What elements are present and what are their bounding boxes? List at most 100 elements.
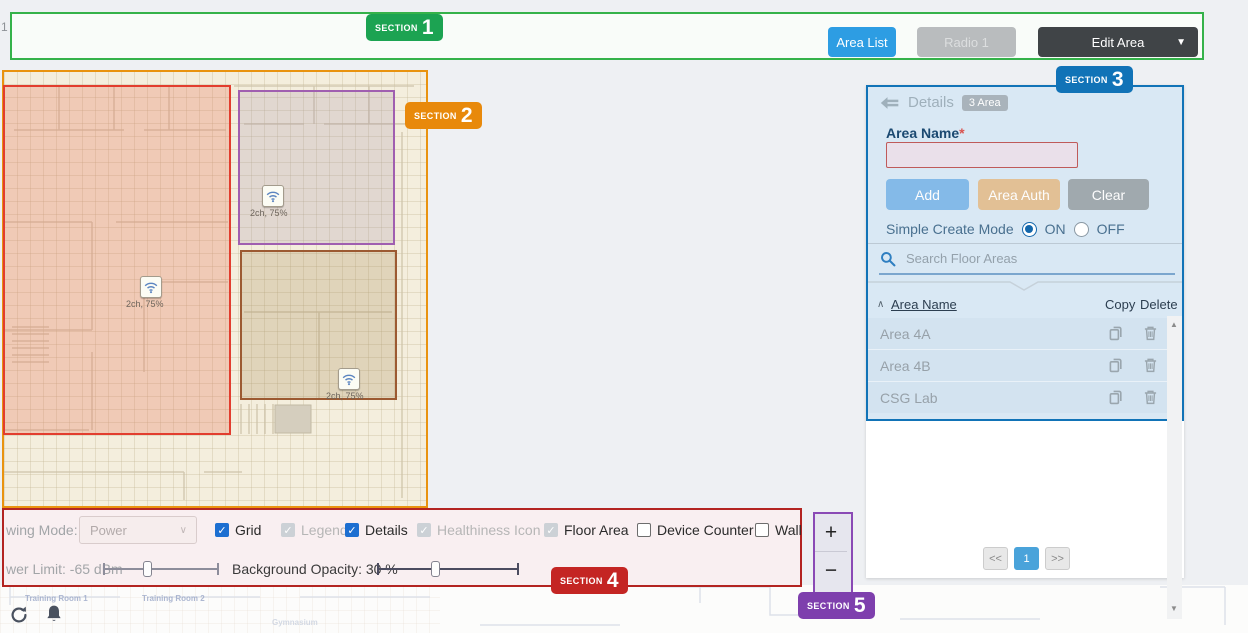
room-label: Gymnasium [272,618,318,627]
scroll-down-icon[interactable]: ▼ [1170,604,1178,613]
checkbox-unchecked-icon [637,523,651,537]
checkbox-grid[interactable]: Grid [215,522,261,538]
copy-icon[interactable] [1108,389,1125,406]
section-3-badge: SECTION 3 [1056,66,1133,93]
simple-create-mode-row: Simple Create Mode ON OFF [886,221,1125,237]
floorplan-canvas[interactable]: 2ch, 75% 2ch, 75% 2ch, 75% [2,70,428,508]
room-label: Training Room 1 [25,594,88,603]
area-name-input[interactable] [886,142,1078,168]
panel-header: Details 3 Area [880,94,1008,111]
zoom-control: + − [813,512,853,596]
copy-icon[interactable] [1108,357,1125,374]
slider-thumb[interactable] [143,561,152,577]
room-label: Training Room 2 [142,594,205,603]
sort-ascending-icon[interactable]: ∧ [877,299,885,310]
trash-icon[interactable] [1143,325,1160,342]
floorplan-lower-strip: Training Room 1 Training Room 2 Gymnasiu… [0,585,1248,633]
area-name-cell: Area 4B [880,358,931,374]
section-1-badge: SECTION 1 [366,14,443,41]
column-header-delete: Delete [1140,297,1178,312]
trash-icon[interactable] [1143,357,1160,374]
zoom-in-button[interactable]: + [815,514,847,552]
add-button[interactable]: Add [886,179,969,210]
clear-button[interactable]: Clear [1068,179,1149,210]
slider-track [105,568,217,570]
panel-title: Details [908,94,954,111]
divider [868,243,1182,244]
pagination: << 1 >> [866,547,1184,571]
simple-create-mode-label: Simple Create Mode [886,221,1014,237]
showing-mode-value: Power [90,522,127,538]
trash-icon[interactable] [1143,389,1160,406]
floor-area-region-red[interactable] [3,85,231,435]
chevron-down-icon: ∨ [179,524,187,536]
copy-icon[interactable] [1108,325,1125,342]
checkbox-details[interactable]: Details [345,522,408,538]
radio-on-label: ON [1044,221,1066,237]
background-opacity-slider[interactable] [377,560,519,578]
area-list-button[interactable]: Area List [828,27,896,57]
radio-off-label: OFF [1096,221,1125,237]
checkbox-checked-icon [215,523,229,537]
slider-end-tick [217,563,219,575]
access-point-icon[interactable] [140,276,162,298]
section-4-badge: SECTION 4 [551,567,628,594]
pagination-prev-button[interactable]: << [983,547,1008,570]
ap-status-label: 2ch, 75% [326,391,364,401]
checkbox-checked-disabled-icon [281,523,295,537]
back-arrow-icon[interactable] [880,96,900,110]
area-auth-button[interactable]: Area Auth [978,179,1060,210]
zoom-out-button[interactable]: − [815,552,847,589]
slider-thumb[interactable] [431,561,440,577]
radio-off[interactable] [1073,221,1089,237]
search-input[interactable] [904,250,1158,267]
checkbox-healthiness-icon[interactable]: Healthiness Icon [417,522,541,538]
checkbox-checked-disabled-icon [544,523,558,537]
details-panel-form-area: Details 3 Area Area Name* Add Area Auth … [866,85,1184,421]
scroll-up-icon[interactable]: ▲ [1170,320,1178,329]
slider-end-tick [377,563,379,575]
edit-area-label: Edit Area [1091,34,1145,50]
column-header-area-name[interactable]: Area Name [891,297,957,312]
checkbox-legend[interactable]: Legend [281,522,348,538]
slider-end-tick [103,563,105,575]
edit-area-dropdown[interactable]: Edit Area ▼ [1038,27,1198,57]
showing-mode-select[interactable]: Power ∨ [79,516,197,544]
section-5-badge: SECTION 5 [798,592,875,619]
access-point-icon[interactable] [338,368,360,390]
floor-area-region-purple[interactable] [238,90,395,245]
table-row[interactable]: CSG Lab [868,382,1168,413]
checkbox-wall[interactable]: Wall [755,522,802,538]
radio-on-selected[interactable] [1021,221,1037,237]
power-limit-slider[interactable] [103,560,219,578]
slider-track [379,568,517,570]
ap-status-label: 2ch, 75% [126,299,164,309]
radio-1-button[interactable]: Radio 1 [917,27,1016,57]
display-options-toolbar: wing Mode: Power ∨ Grid Legend Details H… [2,508,802,587]
scrollbar[interactable]: ▲ ▼ [1167,316,1182,619]
refresh-icon[interactable] [8,604,30,626]
bell-icon[interactable] [44,603,64,625]
column-header-copy: Copy [1105,297,1136,312]
checkbox-device-counter[interactable]: Device Counter [637,522,754,538]
access-point-icon[interactable] [262,185,284,207]
pagination-next-button[interactable]: >> [1045,547,1070,570]
floor-area-region-brown[interactable] [240,250,397,400]
checkbox-unchecked-icon [755,523,769,537]
checkbox-floor-area[interactable]: Floor Area [544,522,629,538]
area-count-badge: 3 Area [961,94,1008,111]
power-limit-label: wer Limit: -65 dBm [6,561,123,577]
showing-mode-label: wing Mode: [6,522,78,538]
checkbox-checked-icon [345,523,359,537]
table-row[interactable]: Area 4B [868,350,1168,382]
floorplan-walls [9,586,1226,626]
search-icon [880,251,896,267]
section-2-badge: SECTION 2 [405,102,482,129]
slider-end-tick [517,563,519,575]
area-name-cell: Area 4A [880,326,931,342]
table-row[interactable]: Area 4A [868,318,1168,350]
pagination-current-page[interactable]: 1 [1014,547,1039,570]
area-name-cell: CSG Lab [880,390,938,406]
chevron-down-icon: ▼ [1176,36,1186,48]
